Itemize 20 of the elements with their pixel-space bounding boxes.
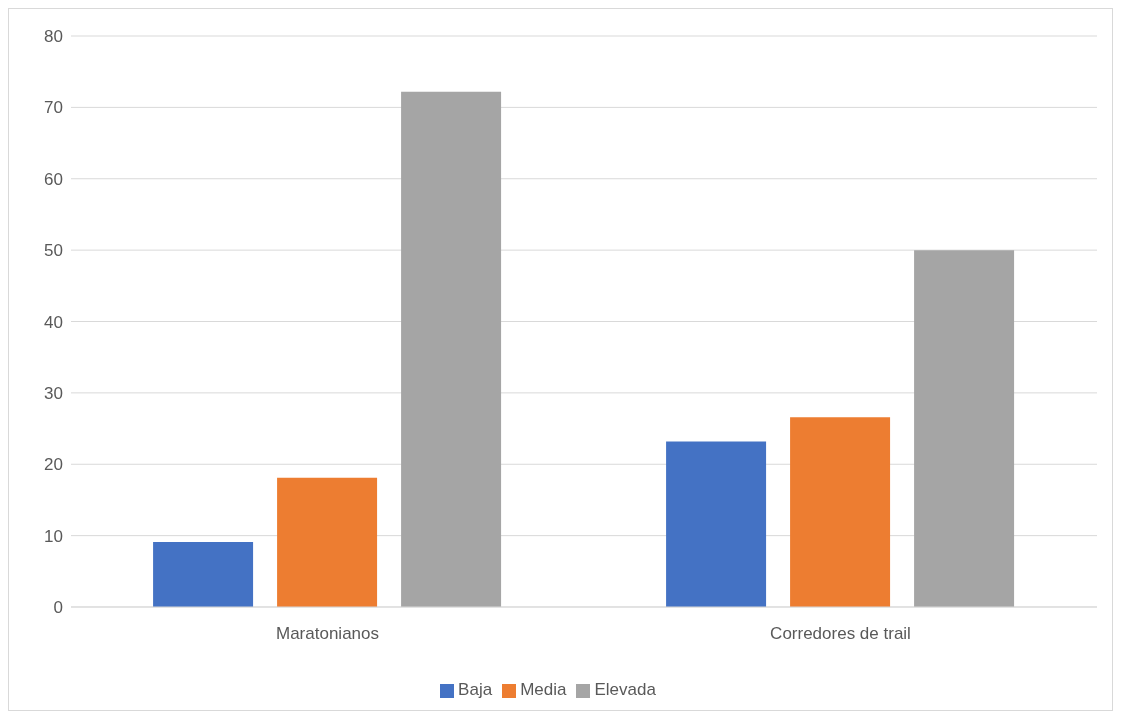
y-tick-label: 30: [44, 383, 63, 403]
y-tick-label: 50: [44, 241, 63, 261]
legend-label: Baja: [458, 680, 493, 699]
x-tick-label: Maratonianos: [275, 624, 380, 644]
bar: [790, 417, 891, 607]
y-tick-label: 20: [44, 455, 63, 475]
x-tick-label: Corredores de trail: [770, 624, 911, 644]
y-tick-label: 0: [53, 598, 63, 618]
bar: [666, 441, 767, 607]
y-tick-label: 10: [44, 526, 63, 546]
legend-label: Elevada: [594, 680, 656, 699]
y-tick-label: 60: [44, 169, 63, 189]
bar: [914, 250, 1015, 607]
bar: [277, 477, 378, 607]
y-tick-label: 40: [44, 312, 63, 332]
y-tick-label: 80: [44, 27, 63, 47]
y-tick-label: 70: [44, 98, 63, 118]
bar: [401, 91, 502, 607]
legend-label: Media: [520, 680, 567, 699]
bar: [153, 542, 254, 607]
